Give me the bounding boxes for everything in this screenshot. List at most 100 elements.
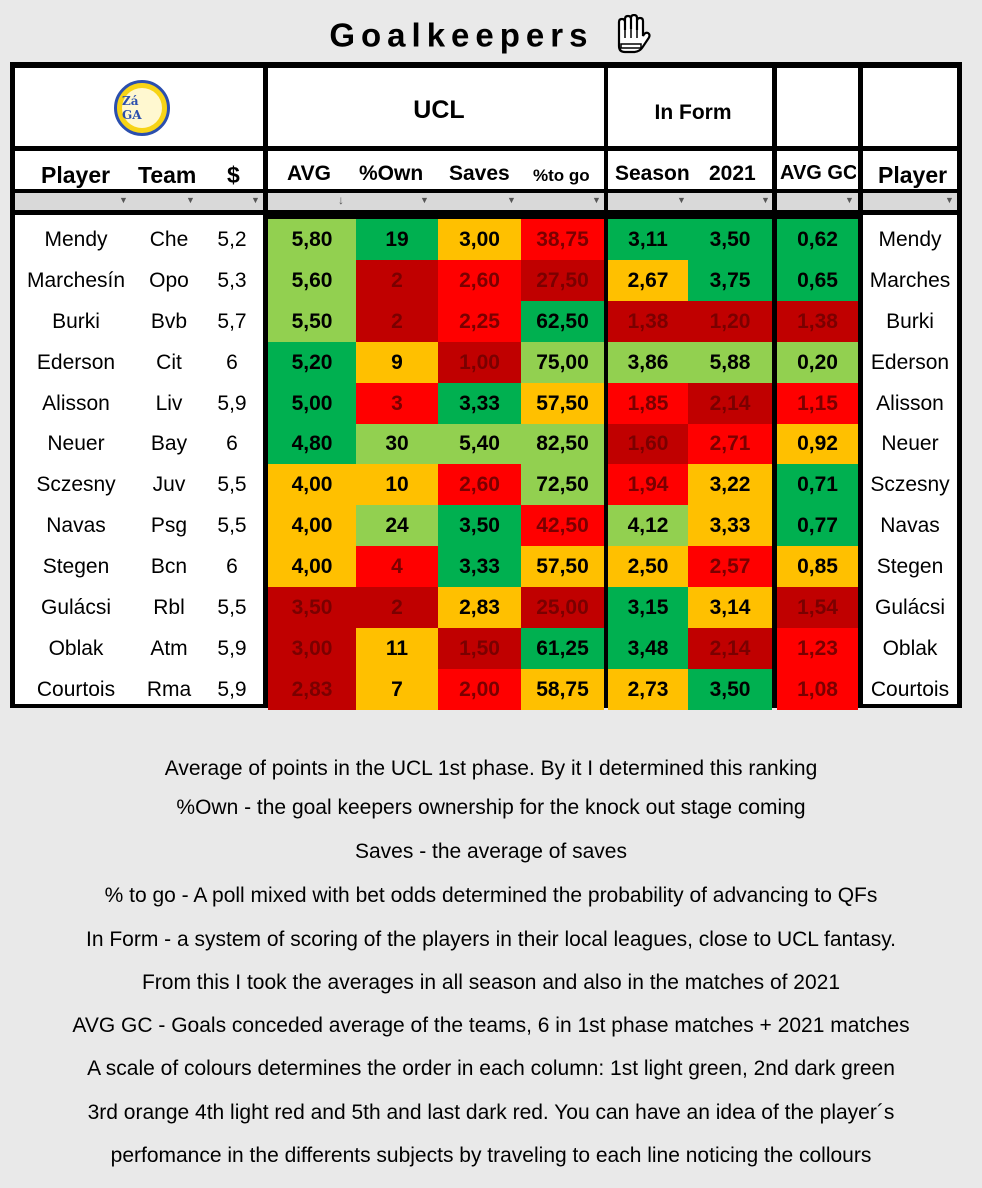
saves-cell: 2,60: [438, 260, 521, 301]
column-header-left: [15, 151, 263, 189]
player2-cell: Gulácsi: [874, 595, 946, 619]
col-header-avg-gc[interactable]: AVG GC: [780, 162, 856, 184]
avg-cell: 5,50: [268, 301, 356, 342]
col-header-player2[interactable]: Player: [878, 162, 948, 188]
saves-cell: 1,00: [438, 342, 521, 383]
togo-cell: 57,50: [521, 546, 604, 587]
col-header-2021[interactable]: 2021: [709, 162, 756, 185]
col-header-avg[interactable]: AVG: [287, 162, 331, 185]
col-header-own[interactable]: %Own: [359, 162, 424, 185]
y2021-cell: 3,75: [688, 260, 772, 301]
filter-dropdown-icon[interactable]: ▼: [592, 195, 601, 205]
col-header-price[interactable]: $: [227, 162, 240, 188]
saves-cell: 2,25: [438, 301, 521, 342]
note-line: perfomance in the differents subjects by…: [110, 1144, 872, 1167]
filter-dropdown-icon[interactable]: ▼: [945, 195, 954, 205]
player2-cell: Alisson: [876, 391, 944, 415]
own-cell: 4: [356, 546, 438, 587]
player-cell: Stegen: [42, 554, 110, 578]
team-cell: Juv: [152, 472, 186, 496]
season-cell: 2,50: [608, 546, 688, 587]
gc-cell: 0,77: [777, 505, 858, 546]
sort-descending-icon[interactable]: ↓: [338, 193, 344, 207]
y2021-cell: 2,71: [688, 424, 772, 464]
filter-dropdown-icon[interactable]: ▼: [251, 195, 260, 205]
saves-cell: 3,33: [438, 546, 521, 587]
y2021-cell: 3,33: [688, 505, 772, 546]
note-line: Average of points in the UCL 1st phase. …: [164, 757, 818, 780]
season-cell: 1,60: [608, 424, 688, 464]
season-cell: 4,12: [608, 505, 688, 546]
own-cell: 10: [356, 464, 438, 505]
gc-cell: 1,38: [777, 301, 858, 342]
gc-cell: 1,15: [777, 383, 858, 424]
filter-row-left: [15, 193, 263, 210]
price-cell: 5,9: [217, 391, 247, 415]
togo-cell: 42,50: [521, 505, 604, 546]
player-cell: Ederson: [36, 350, 116, 374]
y2021-cell: 3,22: [688, 464, 772, 505]
avg-cell: 5,00: [268, 383, 356, 424]
own-cell: 11: [356, 628, 438, 669]
team-cell: Liv: [155, 391, 183, 415]
filter-dropdown-icon[interactable]: ▼: [186, 195, 195, 205]
togo-cell: 82,50: [521, 424, 604, 464]
avg-cell: 5,60: [268, 260, 356, 301]
season-cell: 3,86: [608, 342, 688, 383]
avg-cell: 2,83: [268, 669, 356, 710]
season-cell: 3,48: [608, 628, 688, 669]
team-cell: Rbl: [153, 595, 185, 619]
price-cell: 5,7: [217, 309, 247, 333]
col-header-team[interactable]: Team: [138, 162, 197, 188]
y2021-cell: 3,14: [688, 587, 772, 628]
filter-dropdown-icon[interactable]: ▼: [761, 195, 770, 205]
saves-cell: 3,00: [438, 219, 521, 260]
own-cell: 2: [356, 587, 438, 628]
filter-dropdown-icon[interactable]: ▼: [677, 195, 686, 205]
player-cell: Alisson: [42, 391, 110, 415]
own-cell: 19: [356, 219, 438, 260]
gc-cell: 0,71: [777, 464, 858, 505]
note-line: Saves - the average of saves: [355, 840, 627, 863]
own-cell: 7: [356, 669, 438, 710]
note-line: AVG GC - Goals conceded average of the t…: [72, 1014, 910, 1037]
column-header-gc: [777, 151, 858, 189]
filter-dropdown-icon[interactable]: ▼: [845, 195, 854, 205]
team-cell: Psg: [150, 513, 188, 537]
team-cell: Cit: [156, 350, 182, 374]
inform-group-header: In Form: [654, 101, 732, 124]
team-cell: Bvb: [150, 309, 188, 333]
filter-row-gc: [777, 193, 858, 210]
togo-cell: 58,75: [521, 669, 604, 710]
filter-row-inform: [608, 193, 772, 210]
col-header-togo[interactable]: %to go: [533, 166, 590, 185]
filter-dropdown-icon[interactable]: ▼: [507, 195, 516, 205]
own-cell: 9: [356, 342, 438, 383]
note-line: From this I took the averages in all sea…: [141, 971, 841, 994]
column-header-inform: [608, 151, 772, 189]
filter-dropdown-icon[interactable]: ▼: [119, 195, 128, 205]
saves-cell: 3,33: [438, 383, 521, 424]
body-player2-block: [863, 215, 957, 704]
note-line: 3rd orange 4th light red and 5th and las…: [87, 1101, 895, 1124]
player-cell: Neuer: [47, 432, 105, 455]
team-cell: Bcn: [150, 554, 188, 578]
own-cell: 24: [356, 505, 438, 546]
togo-cell: 57,50: [521, 383, 604, 424]
filter-row-player2: [863, 193, 957, 210]
col-header-player[interactable]: Player: [41, 162, 111, 188]
season-cell: 2,67: [608, 260, 688, 301]
filter-dropdown-icon[interactable]: ▼: [420, 195, 429, 205]
gc-cell: 1,54: [777, 587, 858, 628]
col-header-saves[interactable]: Saves: [449, 162, 510, 185]
player-cell: Sczesny: [36, 472, 116, 496]
togo-cell: 75,00: [521, 342, 604, 383]
player-cell: Marchesín: [26, 268, 126, 292]
price-cell: 5,2: [217, 227, 247, 251]
col-header-season[interactable]: Season: [615, 162, 690, 185]
glove-icon: [611, 13, 653, 62]
season-cell: 1,94: [608, 464, 688, 505]
togo-cell: 61,25: [521, 628, 604, 669]
saves-cell: 3,50: [438, 505, 521, 546]
avg-cell: 3,50: [268, 587, 356, 628]
